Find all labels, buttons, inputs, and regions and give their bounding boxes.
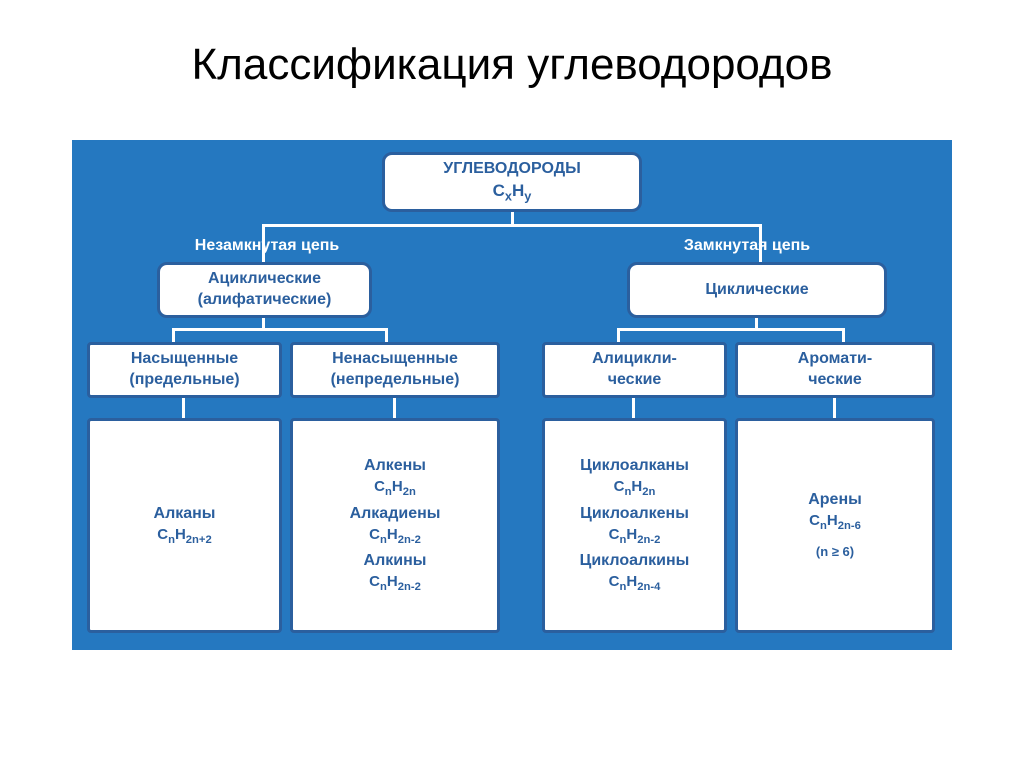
conn xyxy=(617,328,845,331)
label-closed-chain: Замкнутая цепь xyxy=(647,237,847,255)
conn xyxy=(833,398,836,418)
alicyclic-l1: Алицикли- xyxy=(592,349,677,370)
conn xyxy=(617,328,620,342)
arenes-formula: CnH2n-6 xyxy=(809,511,861,534)
cycloalkynes-name: Циклоалкины xyxy=(580,551,690,572)
node-aromatic: Аромати- ческие xyxy=(735,342,935,398)
conn xyxy=(172,328,175,342)
alkadienes-formula: CnH2n-2 xyxy=(369,525,421,548)
node-alicyclic: Алицикли- ческие xyxy=(542,342,727,398)
conn xyxy=(632,398,635,418)
saturated-l1: Насыщенные xyxy=(131,349,238,370)
conn xyxy=(511,212,514,224)
alkanes-formula: CnH2n+2 xyxy=(157,525,212,548)
node-saturated: Насыщенные (предельные) xyxy=(87,342,282,398)
alkenes-formula: CnH2n xyxy=(374,477,416,500)
saturated-l2: (предельные) xyxy=(129,370,239,391)
root-formula: CxHy xyxy=(493,180,532,205)
conn xyxy=(393,398,396,418)
diagram-root: УГЛЕВОДОРОДЫ CxHy Незамкнутая цепь Замкн… xyxy=(72,140,952,650)
aromatic-l1: Аромати- xyxy=(798,349,872,370)
cycloalkynes-formula: CnH2n-4 xyxy=(609,572,661,595)
aromatic-l2: ческие xyxy=(808,370,862,391)
unsaturated-l1: Ненасыщенные xyxy=(332,349,458,370)
alicyclic-l2: ческие xyxy=(608,370,662,391)
cyclic-l1: Циклические xyxy=(705,280,808,301)
alkanes-name: Алканы xyxy=(154,504,216,525)
node-alkanes: Алканы CnH2n+2 xyxy=(87,418,282,633)
conn xyxy=(172,328,388,331)
alkynes-formula: CnH2n-2 xyxy=(369,572,421,595)
root-name: УГЛЕВОДОРОДЫ xyxy=(443,159,581,180)
node-alkenes-group: Алкены CnH2n Алкадиены CnH2n-2 Алкины Cn… xyxy=(290,418,500,633)
cycloalkenes-formula: CnH2n-2 xyxy=(609,525,661,548)
acyclic-l1: Ациклические xyxy=(208,269,321,290)
conn xyxy=(262,224,762,227)
unsaturated-l2: (непредельные) xyxy=(331,370,460,391)
arenes-name: Арены xyxy=(808,490,862,511)
node-cyclo-group: Циклоалканы CnH2n Циклоалкены CnH2n-2 Ци… xyxy=(542,418,727,633)
arenes-note: (n ≥ 6) xyxy=(816,544,854,561)
label-open-chain: Незамкнутая цепь xyxy=(167,237,367,255)
node-arenes: Арены CnH2n-6 (n ≥ 6) xyxy=(735,418,935,633)
alkadienes-name: Алкадиены xyxy=(350,504,441,525)
alkenes-name: Алкены xyxy=(364,456,426,477)
acyclic-l2: (алифатические) xyxy=(198,290,332,311)
conn xyxy=(182,398,185,418)
conn xyxy=(755,318,758,328)
node-unsaturated: Ненасыщенные (непредельные) xyxy=(290,342,500,398)
page-title: Классификация углеводородов xyxy=(192,40,833,90)
conn xyxy=(262,318,265,328)
node-root: УГЛЕВОДОРОДЫ CxHy xyxy=(382,152,642,212)
node-cyclic: Циклические xyxy=(627,262,887,318)
conn xyxy=(385,328,388,342)
node-acyclic: Ациклические (алифатические) xyxy=(157,262,372,318)
cycloalkanes-formula: CnH2n xyxy=(614,477,656,500)
conn xyxy=(842,328,845,342)
cycloalkenes-name: Циклоалкены xyxy=(580,504,689,525)
alkynes-name: Алкины xyxy=(364,551,427,572)
cycloalkanes-name: Циклоалканы xyxy=(580,456,689,477)
